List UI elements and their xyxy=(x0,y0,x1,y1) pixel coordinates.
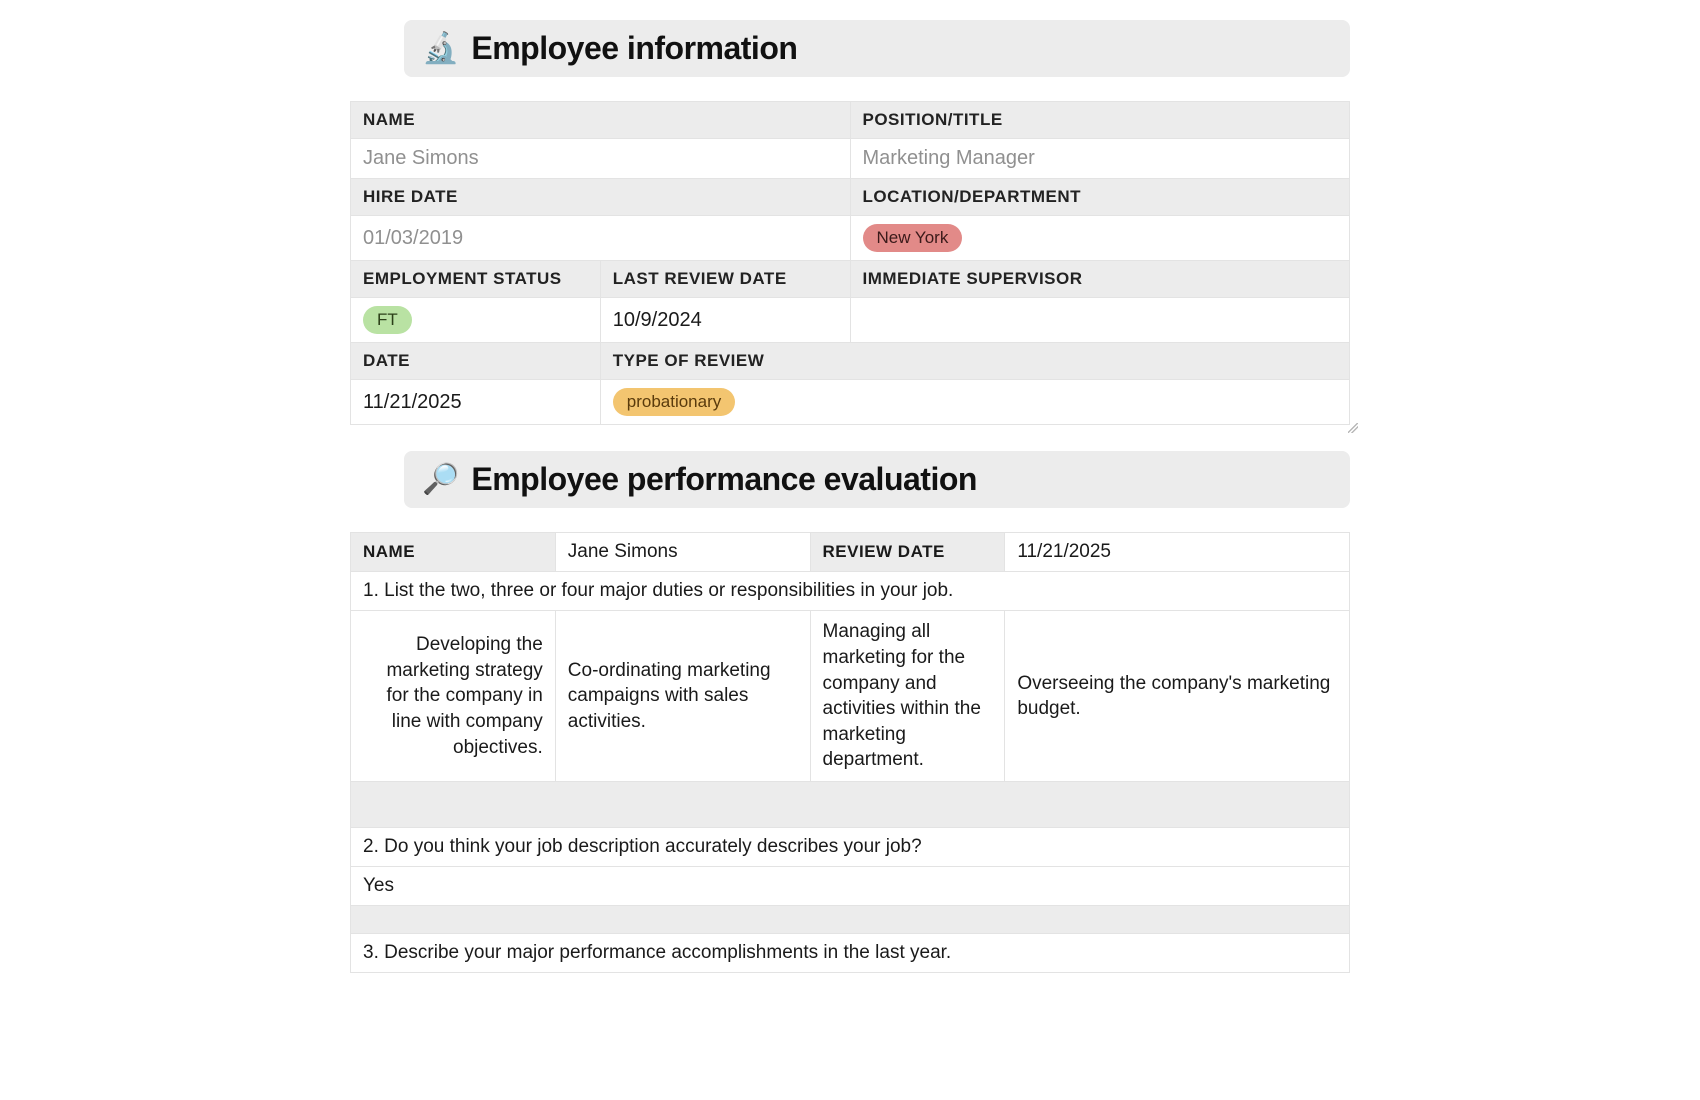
value-employment-status[interactable]: FT xyxy=(351,298,601,343)
eval-header-review-date: REVIEW DATE xyxy=(810,533,1005,572)
value-hire-date[interactable]: 01/03/2019 xyxy=(351,216,851,261)
duty-1[interactable]: Developing the marketing strategy for th… xyxy=(351,611,556,782)
question-3: 3. Describe your major performance accom… xyxy=(351,934,1350,973)
duty-4[interactable]: Overseeing the company's marketing budge… xyxy=(1005,611,1350,782)
magnifier-icon: 🔎 xyxy=(422,465,459,495)
section-title: Employee performance evaluation xyxy=(471,461,977,498)
question-1: 1. List the two, three or four major dut… xyxy=(351,572,1350,611)
employment-status-pill: FT xyxy=(363,306,412,334)
spacer xyxy=(351,906,1350,934)
value-type-of-review[interactable]: probationary xyxy=(600,380,1349,425)
value-name[interactable]: Jane Simons xyxy=(351,139,851,179)
duty-2[interactable]: Co-ordinating marketing campaigns with s… xyxy=(555,611,810,782)
value-immediate-supervisor[interactable] xyxy=(850,298,1350,343)
header-last-review-date: LAST REVIEW DATE xyxy=(600,261,850,298)
question-2: 2. Do you think your job description acc… xyxy=(351,828,1350,867)
header-name: NAME xyxy=(351,102,851,139)
section-title: Employee information xyxy=(471,30,797,67)
value-date[interactable]: 11/21/2025 xyxy=(351,380,601,425)
review-type-pill: probationary xyxy=(613,388,736,416)
header-date: DATE xyxy=(351,343,601,380)
header-immediate-supervisor: IMMEDIATE SUPERVISOR xyxy=(850,261,1350,298)
location-pill: New York xyxy=(863,224,963,252)
value-location[interactable]: New York xyxy=(850,216,1350,261)
microscope-icon: 🔬 xyxy=(422,34,459,64)
duty-3[interactable]: Managing all marketing for the company a… xyxy=(810,611,1005,782)
header-type-of-review: TYPE OF REVIEW xyxy=(600,343,1349,380)
eval-value-name[interactable]: Jane Simons xyxy=(555,533,810,572)
value-position[interactable]: Marketing Manager xyxy=(850,139,1350,179)
header-employment-status: EMPLOYMENT STATUS xyxy=(351,261,601,298)
answer-2[interactable]: Yes xyxy=(351,867,1350,906)
value-last-review-date[interactable]: 10/9/2024 xyxy=(600,298,850,343)
employee-info-table: NAME POSITION/TITLE Jane Simons Marketin… xyxy=(350,101,1350,425)
header-hire-date: HIRE DATE xyxy=(351,179,851,216)
section-header-performance-eval: 🔎 Employee performance evaluation xyxy=(404,451,1350,508)
spacer xyxy=(351,782,1350,828)
section-header-employee-info: 🔬 Employee information xyxy=(404,20,1350,77)
header-position: POSITION/TITLE xyxy=(850,102,1350,139)
eval-value-review-date[interactable]: 11/21/2025 xyxy=(1005,533,1350,572)
eval-header-name: NAME xyxy=(351,533,556,572)
header-location: LOCATION/DEPARTMENT xyxy=(850,179,1350,216)
performance-eval-table: NAME Jane Simons REVIEW DATE 11/21/2025 … xyxy=(350,532,1350,973)
